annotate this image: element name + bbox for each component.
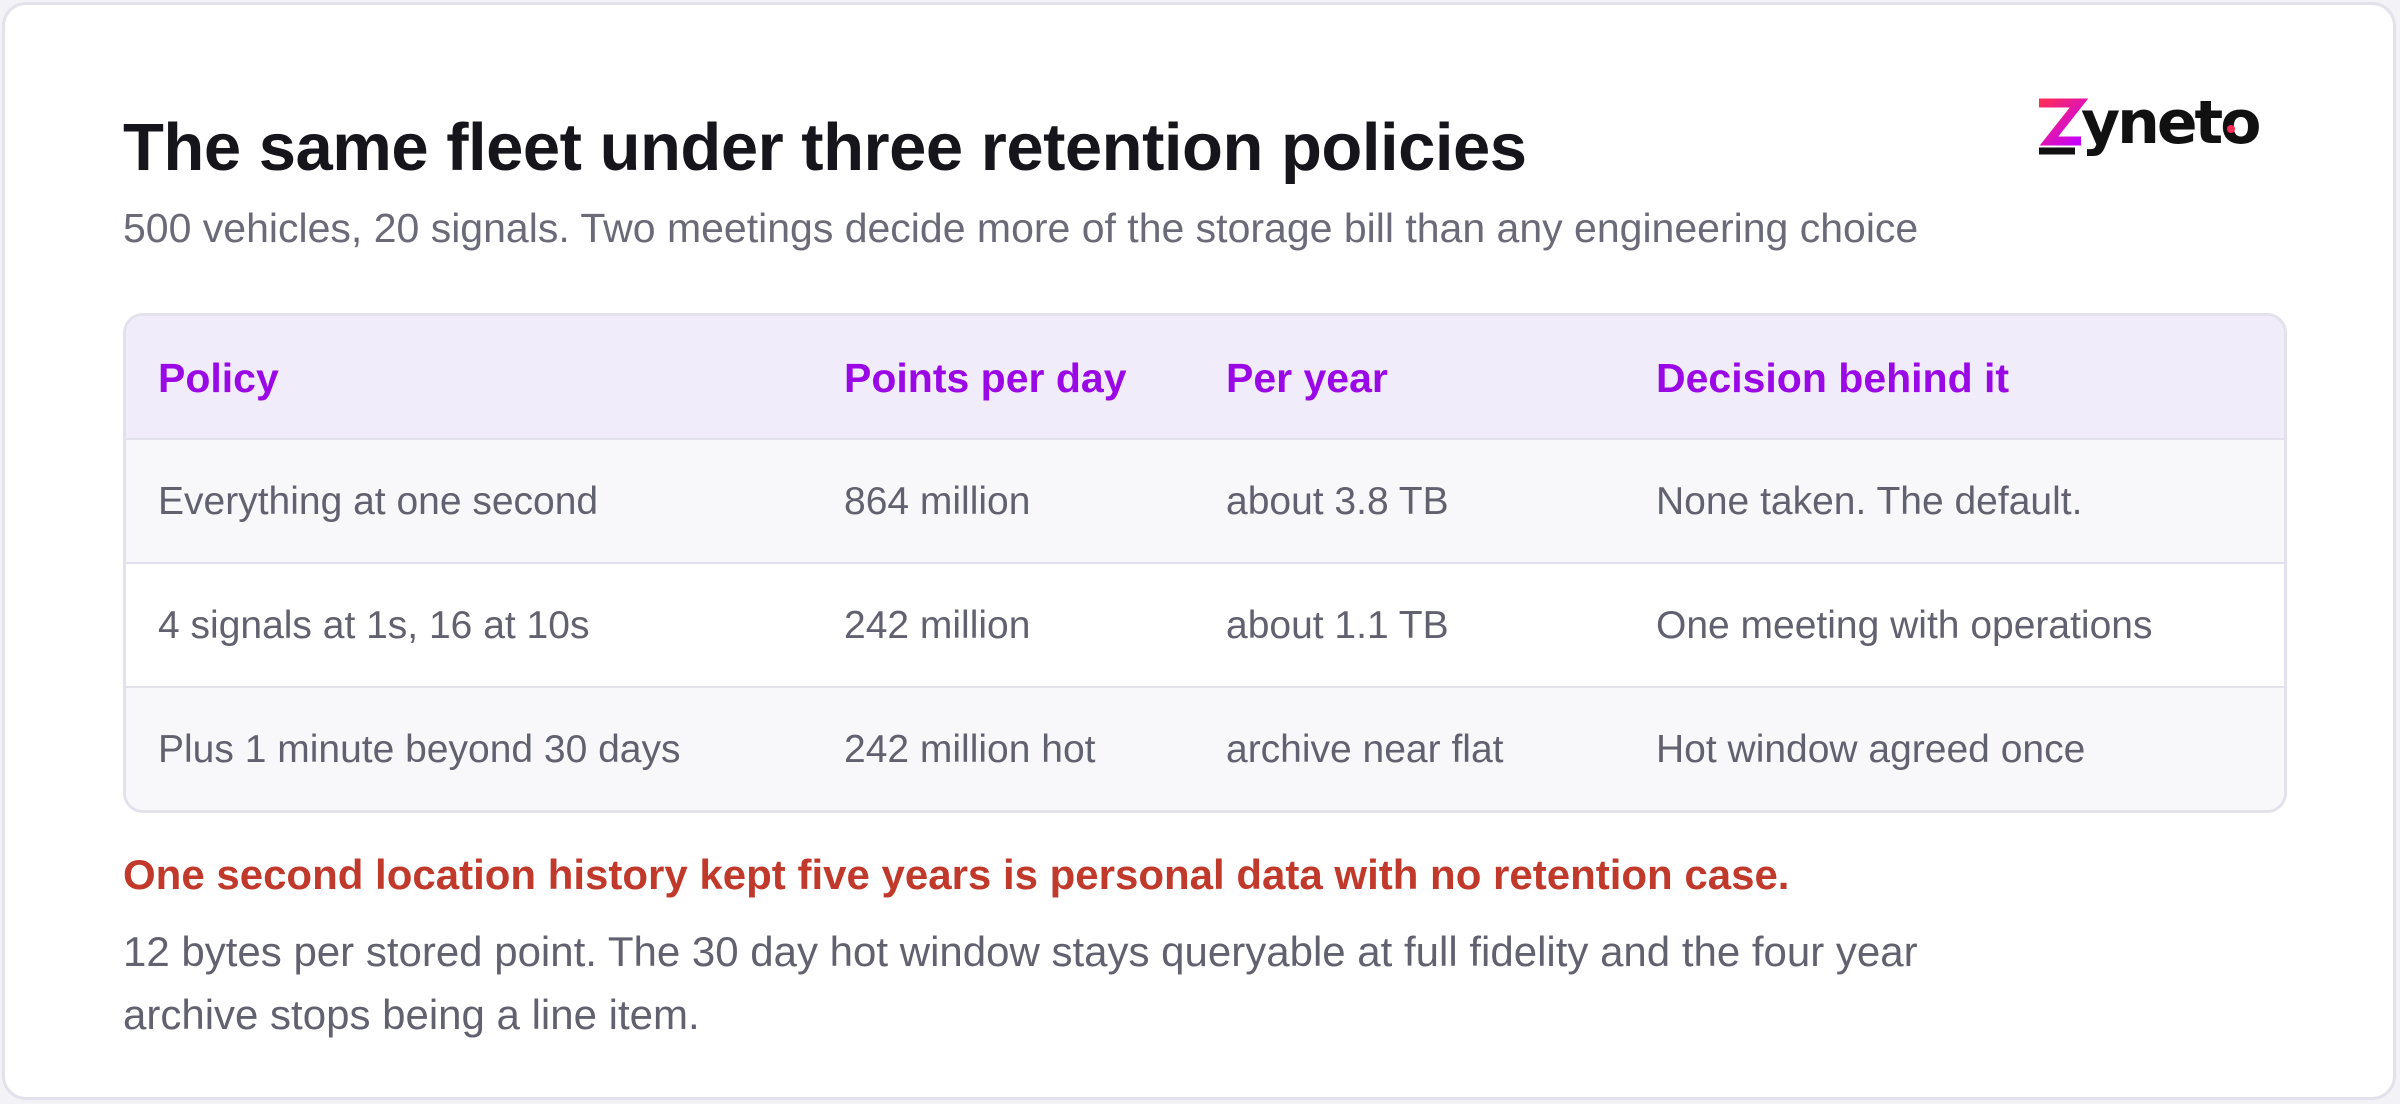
page-subtitle: 500 vehicles, 20 signals. Two meetings d… xyxy=(123,205,1919,251)
logo-mark-icon: yneto xyxy=(2039,88,2262,158)
cell-per-year: about 1.1 TB xyxy=(1226,604,1449,647)
cell-policy: Plus 1 minute beyond 30 days xyxy=(158,728,681,771)
column-header-policy: Policy xyxy=(158,355,279,401)
table-row: Everything at one second 864 million abo… xyxy=(126,440,2284,564)
svg-text:yneto: yneto xyxy=(2081,93,2259,158)
column-header-per-year: Per year xyxy=(1226,355,1388,401)
footnote: 12 bytes per stored point. The 30 day ho… xyxy=(123,928,1918,1038)
cell-points-per-day: 864 million xyxy=(844,480,1031,523)
cell-per-year: about 3.8 TB xyxy=(1226,480,1449,523)
cell-policy: Everything at one second xyxy=(158,480,599,523)
table-row: 4 signals at 1s, 16 at 10s 242 million a… xyxy=(126,564,2284,688)
cell-policy: 4 signals at 1s, 16 at 10s xyxy=(158,604,590,647)
cell-points-per-day: 242 million hot xyxy=(844,728,1096,771)
column-header-decision: Decision behind it xyxy=(1656,355,2010,401)
cell-decision: None taken. The default. xyxy=(1656,480,2083,523)
privacy-warning: One second location history kept five ye… xyxy=(123,851,1790,898)
retention-policy-table: Policy Points per day Per year Decision … xyxy=(123,313,2287,813)
cell-decision: Hot window agreed once xyxy=(1656,728,2086,771)
column-header-points-per-day: Points per day xyxy=(844,355,1127,401)
table-header-row: Policy Points per day Per year Decision … xyxy=(126,316,2284,440)
cell-points-per-day: 242 million xyxy=(844,604,1031,647)
page-title: The same fleet under three retention pol… xyxy=(123,110,1527,185)
cell-decision: One meeting with operations xyxy=(1656,604,2153,647)
cell-per-year: archive near flat xyxy=(1226,728,1504,771)
zyneto-logo: yneto xyxy=(2035,88,2275,169)
table-row: Plus 1 minute beyond 30 days 242 million… xyxy=(126,688,2284,810)
